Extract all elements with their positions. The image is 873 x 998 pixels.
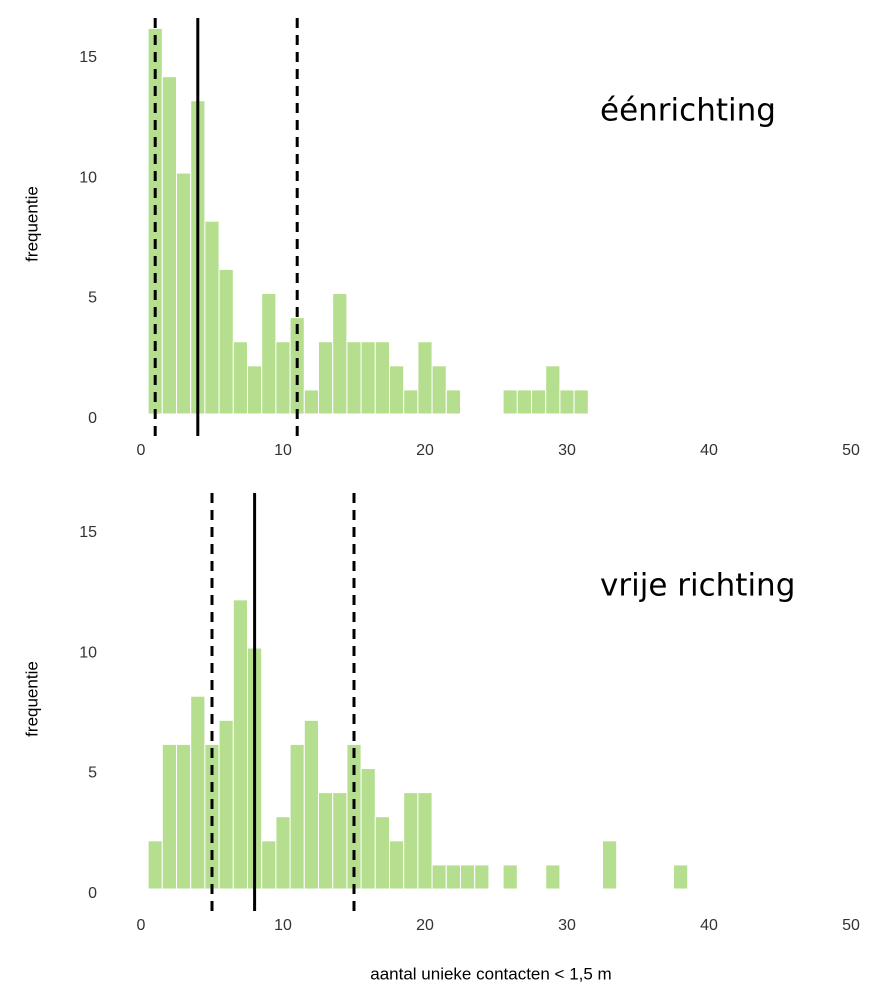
bar [431, 864, 447, 890]
bar [531, 389, 547, 415]
y-tick-label: 5 [88, 765, 97, 782]
bar [545, 864, 561, 890]
bar [289, 743, 305, 890]
x-tick-label: 30 [558, 442, 576, 459]
y-tick-label: 15 [79, 49, 97, 66]
bar [318, 341, 334, 415]
y-tick-label: 0 [88, 410, 97, 427]
bar [161, 743, 178, 890]
bar [204, 220, 220, 415]
y-tick-label: 15 [79, 524, 97, 541]
bar [218, 719, 234, 890]
bar [190, 695, 206, 890]
bar [403, 792, 419, 890]
bar [460, 864, 476, 890]
x-tick-label: 20 [416, 917, 434, 934]
bar [318, 792, 334, 890]
y-axis-label: frequentie [22, 186, 41, 262]
bar [176, 172, 192, 415]
bar [374, 341, 390, 415]
bar [275, 816, 291, 890]
x-tick-label: 40 [700, 442, 718, 459]
x-tick-label: 40 [700, 917, 718, 934]
bar [261, 293, 277, 415]
x-tick-label: 50 [842, 917, 860, 934]
bar [161, 76, 178, 415]
bar [389, 840, 405, 890]
y-tick-label: 0 [88, 885, 97, 902]
x-axis-label: aantal unieke contacten < 1,5 m [370, 964, 611, 983]
bar [545, 365, 561, 415]
y-axis-label: frequentie [22, 661, 41, 737]
x-tick-label: 10 [274, 917, 292, 934]
bar [360, 768, 376, 890]
bar [332, 792, 348, 890]
y-tick-label: 5 [88, 290, 97, 307]
x-tick-label: 50 [842, 442, 860, 459]
bar [247, 365, 263, 415]
bar [417, 341, 433, 415]
bar [346, 341, 362, 415]
x-tick-label: 0 [137, 917, 146, 934]
bar [332, 293, 348, 415]
bar [374, 816, 390, 890]
x-tick-label: 0 [137, 442, 146, 459]
bar [431, 365, 447, 415]
bar [502, 389, 518, 415]
bar [218, 268, 234, 415]
bar [303, 389, 319, 415]
bar [232, 341, 249, 415]
bar [360, 341, 376, 415]
bar [602, 840, 618, 890]
bar [389, 365, 405, 415]
bar [275, 341, 291, 415]
x-tick-label: 20 [416, 442, 434, 459]
bar [147, 840, 163, 890]
bar [673, 864, 689, 890]
bar [559, 389, 575, 415]
x-tick-label: 10 [274, 442, 292, 459]
bar [445, 864, 461, 890]
bar [417, 792, 433, 890]
bar [445, 389, 461, 415]
y-tick-label: 10 [79, 169, 97, 186]
bar [232, 599, 249, 890]
bar [502, 864, 518, 890]
bar [403, 389, 419, 415]
bar [261, 840, 277, 890]
y-tick-label: 10 [79, 644, 97, 661]
x-tick-label: 30 [558, 917, 576, 934]
bar [303, 719, 319, 890]
bar [176, 743, 192, 890]
bar [474, 864, 490, 890]
annotation: vrije richting [600, 568, 795, 604]
annotation: éénrichting [600, 93, 776, 129]
bar [516, 389, 532, 415]
bar [573, 389, 589, 415]
